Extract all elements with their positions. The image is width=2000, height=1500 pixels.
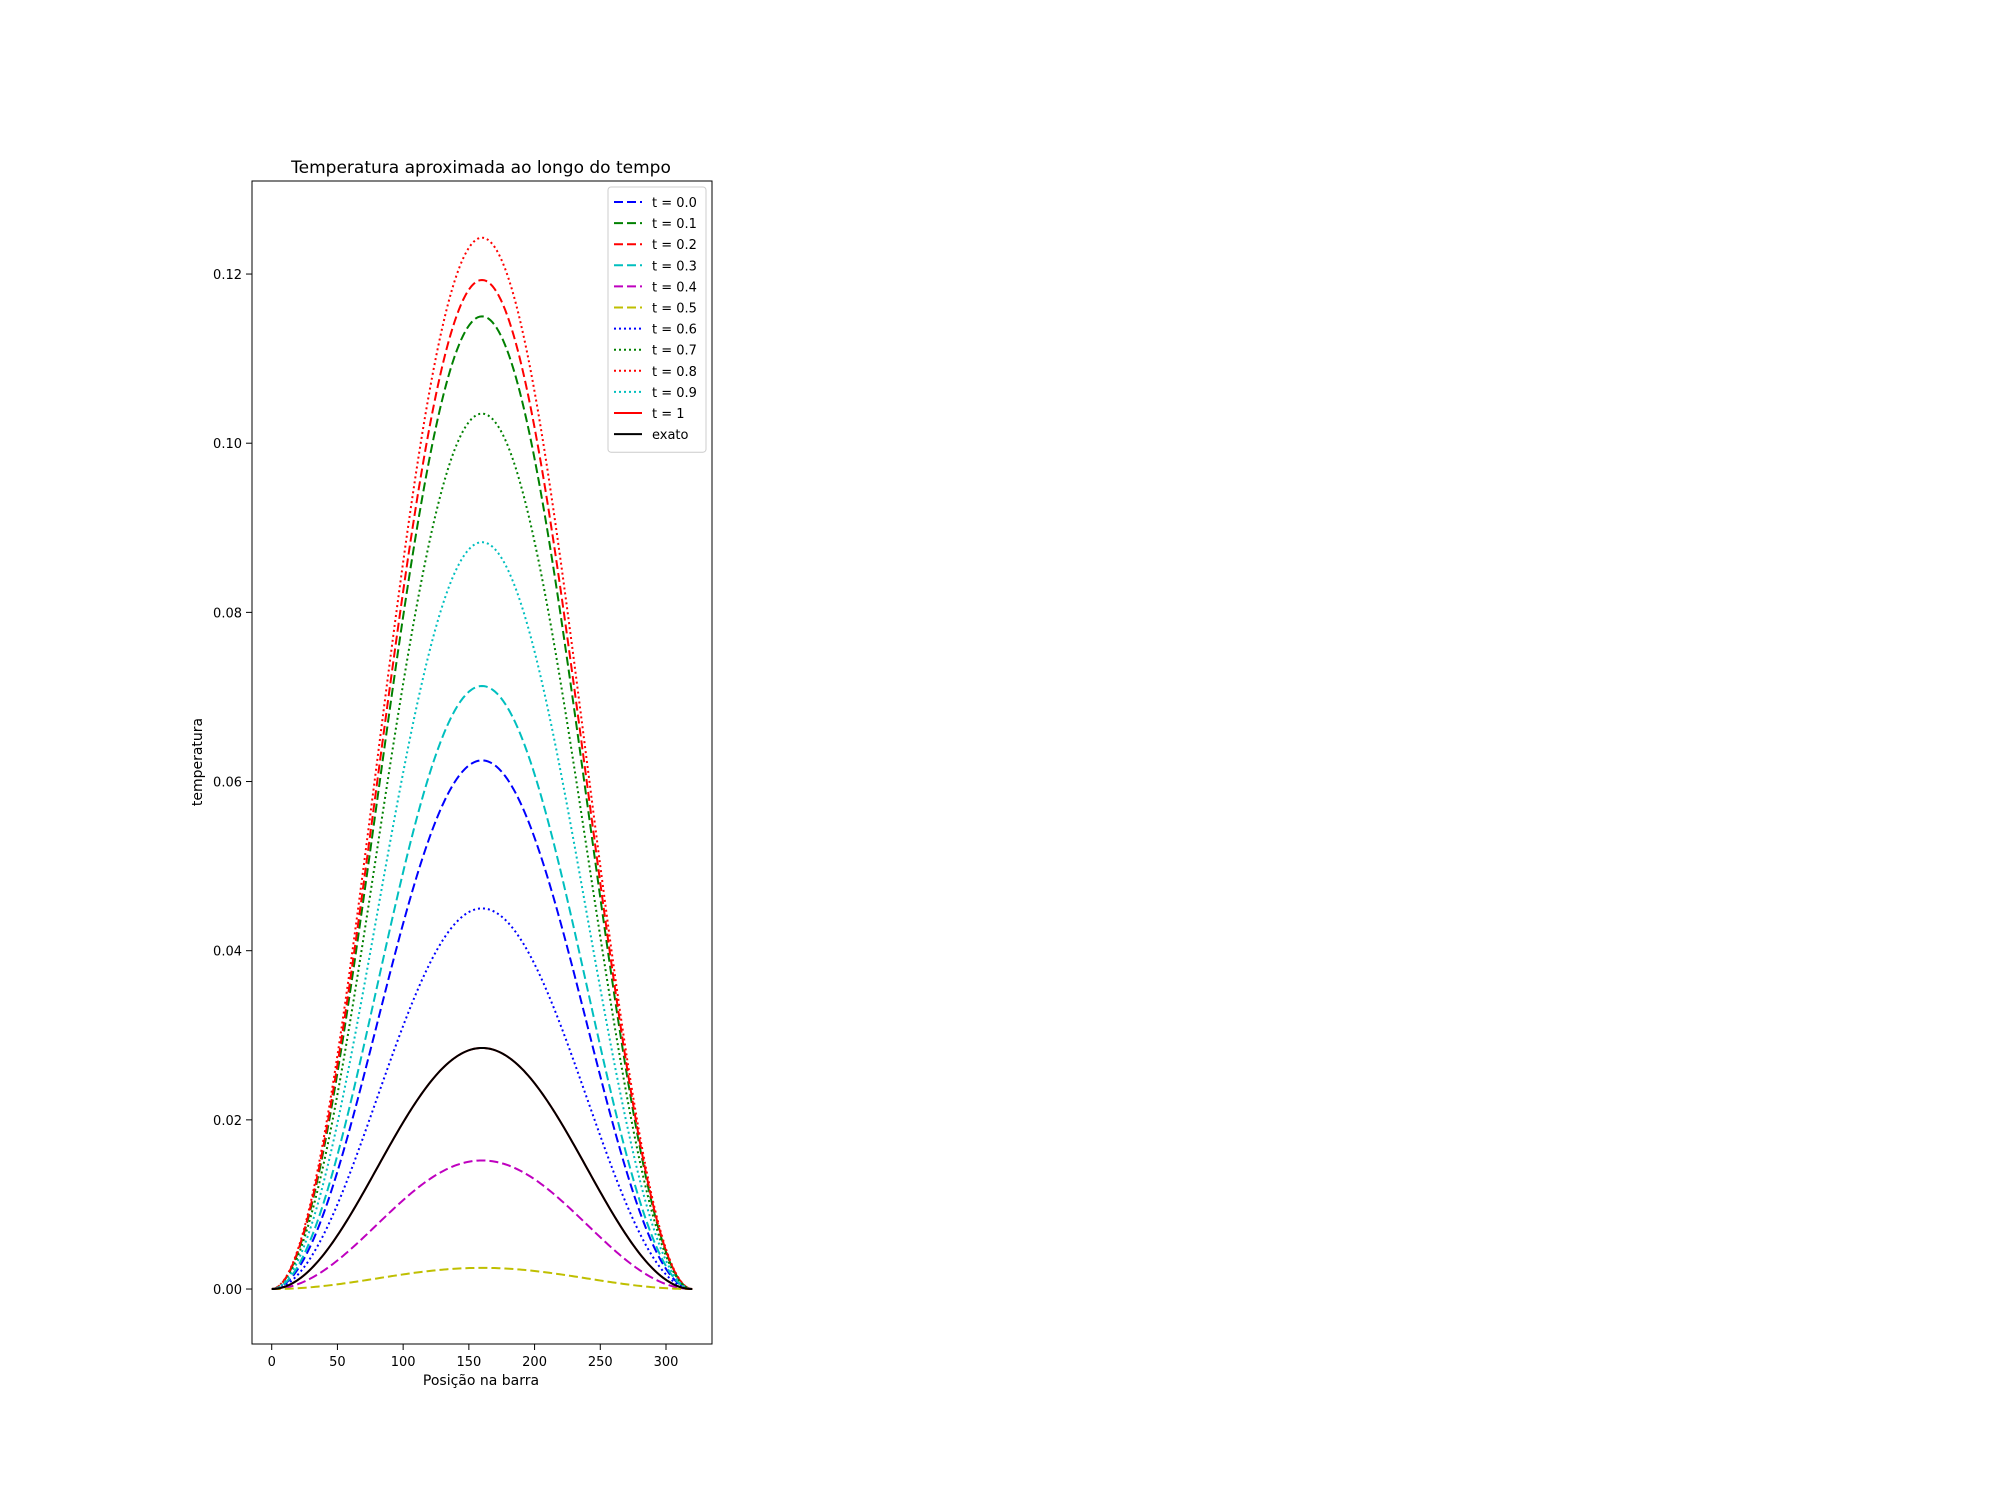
y-tick-label: 0.02 — [213, 1114, 242, 1129]
series-line-11 — [271, 1046, 693, 1291]
legend-label: t = 0.8 — [652, 365, 697, 380]
legend-label: t = 0.6 — [652, 323, 697, 338]
series-line-2 — [271, 278, 693, 1291]
y-tick-label: 0.00 — [213, 1283, 242, 1298]
y-tick-label: 0.08 — [213, 606, 242, 621]
x-tick-label: 50 — [329, 1355, 346, 1370]
x-tick-label: 0 — [268, 1355, 276, 1370]
curves-group — [271, 236, 693, 1291]
x-axis-label: Posição na barra — [423, 1373, 539, 1389]
x-tick-label: 300 — [654, 1355, 679, 1370]
y-tick-label: 0.04 — [213, 945, 242, 960]
legend-label: t = 0.4 — [652, 280, 697, 295]
chart-title: Temperatura aproximada ao longo do tempo — [290, 158, 671, 178]
x-axis-ticks: 0 50 100 150 200 250 300 — [268, 1344, 679, 1370]
series-line-1 — [271, 315, 693, 1291]
series-line-4 — [271, 1159, 693, 1291]
series-line-6 — [271, 907, 693, 1291]
series-line-3 — [271, 684, 693, 1291]
x-tick-label: 200 — [522, 1355, 547, 1370]
series-line-5 — [271, 1266, 693, 1291]
legend: t = 0.0 t = 0.1 t = 0.2 t = 0.3 t = 0.4 t = 0… — [607, 186, 707, 453]
legend-label: t = 0.9 — [652, 386, 697, 401]
legend-label: t = 0.2 — [652, 238, 697, 253]
legend-label: t = 0.3 — [652, 259, 697, 274]
legend-box — [607, 186, 707, 453]
y-tick-label: 0.06 — [213, 776, 242, 791]
legend-label: exato — [652, 428, 689, 443]
y-axis-ticks: 0.00 0.02 0.04 0.06 0.08 0.10 0.12 — [213, 268, 252, 1298]
legend-label: t = 0.0 — [652, 196, 697, 211]
x-tick-label: 100 — [391, 1355, 416, 1370]
x-tick-label: 250 — [588, 1355, 613, 1370]
series-line-9 — [271, 541, 693, 1291]
legend-label: t = 0.1 — [652, 217, 697, 232]
legend-label: t = 0.7 — [652, 344, 697, 359]
x-tick-label: 150 — [456, 1355, 481, 1370]
y-axis-label: temperatura — [190, 718, 206, 806]
plot-frame — [251, 180, 713, 1345]
y-tick-label: 0.12 — [213, 268, 242, 283]
legend-label: t = 1 — [652, 407, 685, 422]
y-tick-label: 0.10 — [213, 437, 242, 452]
legend-label: t = 0.5 — [652, 302, 697, 317]
series-line-7 — [271, 412, 693, 1291]
